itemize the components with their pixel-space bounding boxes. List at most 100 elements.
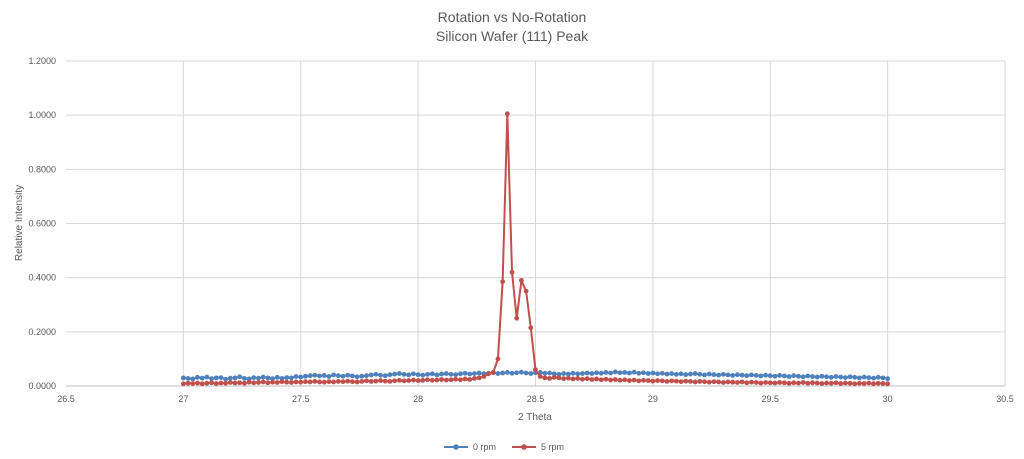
data-point — [594, 376, 599, 382]
data-point — [852, 381, 858, 387]
x-tick-label: 29 — [648, 394, 658, 404]
data-point — [195, 374, 200, 380]
data-point — [396, 371, 402, 376]
data-point — [340, 379, 346, 385]
data-point — [307, 379, 313, 385]
data-point — [256, 380, 261, 385]
y-tick-label: 0.4000 — [28, 273, 56, 283]
data-point — [833, 374, 839, 379]
data-point — [472, 376, 477, 381]
data-point — [434, 372, 440, 378]
legend-item: 0 rpm — [444, 442, 496, 452]
data-point — [678, 371, 684, 377]
data-point — [476, 375, 482, 381]
data-point — [655, 371, 660, 377]
data-point — [364, 378, 369, 384]
data-point — [242, 380, 247, 386]
data-point — [622, 370, 628, 375]
data-point — [734, 380, 740, 385]
data-point — [791, 373, 797, 379]
series-5-rpm — [180, 111, 891, 387]
data-point — [814, 374, 820, 380]
data-point — [866, 380, 872, 386]
data-point — [481, 374, 487, 379]
data-point — [828, 380, 834, 386]
data-point — [429, 377, 435, 383]
data-point — [190, 381, 196, 386]
data-point — [368, 372, 374, 378]
data-point — [781, 380, 787, 386]
x-axis-ticks: 26.5 27 27.5 28 28.5 29 29.5 30 30.5 — [57, 394, 1014, 404]
data-point — [265, 375, 271, 381]
data-point — [335, 373, 341, 379]
data-point — [617, 370, 623, 376]
data-point — [692, 371, 698, 376]
data-point — [500, 279, 506, 285]
data-point — [415, 378, 421, 383]
data-point — [242, 376, 247, 381]
data-point — [317, 379, 322, 385]
data-point — [218, 380, 224, 386]
data-point — [688, 371, 693, 377]
data-point — [288, 380, 294, 385]
data-point — [542, 370, 548, 376]
data-point — [213, 375, 219, 381]
data-point — [462, 370, 468, 376]
data-point — [199, 375, 205, 381]
data-point — [561, 371, 567, 376]
data-point — [303, 373, 308, 379]
data-point — [824, 374, 829, 380]
data-point — [462, 376, 468, 382]
data-point — [551, 374, 557, 380]
data-point — [453, 376, 459, 382]
data-point — [213, 381, 219, 386]
data-point — [457, 371, 463, 377]
x-tick-label: 28 — [413, 394, 423, 404]
data-point — [819, 381, 825, 386]
data-point — [303, 379, 308, 385]
data-point — [608, 370, 614, 376]
data-point — [636, 370, 642, 376]
data-point — [763, 372, 768, 378]
y-axis-title: Relative Intensity — [14, 185, 25, 261]
data-point — [495, 371, 501, 376]
data-point — [443, 377, 449, 383]
data-point — [514, 315, 520, 321]
data-point — [519, 277, 524, 283]
data-point — [420, 377, 426, 383]
data-point — [838, 374, 844, 380]
data-point — [401, 371, 407, 377]
data-point — [842, 375, 848, 380]
data-point — [415, 372, 421, 378]
legend-marker — [521, 444, 527, 450]
data-point — [392, 378, 398, 384]
data-point — [218, 375, 224, 380]
legend: 0 rpm 5 rpm — [444, 442, 564, 452]
data-point — [871, 375, 876, 381]
data-point — [359, 379, 365, 384]
data-point — [345, 372, 351, 378]
data-point — [603, 376, 609, 382]
series-layer — [180, 111, 891, 387]
data-point — [387, 379, 393, 384]
data-point — [448, 371, 454, 377]
data-point — [598, 377, 604, 383]
data-point — [791, 380, 797, 386]
data-point — [739, 379, 745, 385]
data-point — [349, 373, 355, 379]
data-point — [744, 380, 750, 386]
data-point — [434, 377, 440, 383]
data-point — [420, 372, 426, 378]
y-tick-label: 0.2000 — [28, 327, 56, 337]
data-point — [204, 380, 210, 386]
data-point — [547, 376, 552, 381]
data-point — [509, 269, 515, 275]
data-point — [411, 371, 416, 377]
data-point — [664, 371, 670, 377]
data-point — [495, 356, 501, 362]
x-tick-label: 28.5 — [527, 394, 545, 404]
data-point — [467, 371, 473, 377]
data-point — [284, 379, 290, 385]
y-tick-label: 0.6000 — [28, 219, 56, 229]
